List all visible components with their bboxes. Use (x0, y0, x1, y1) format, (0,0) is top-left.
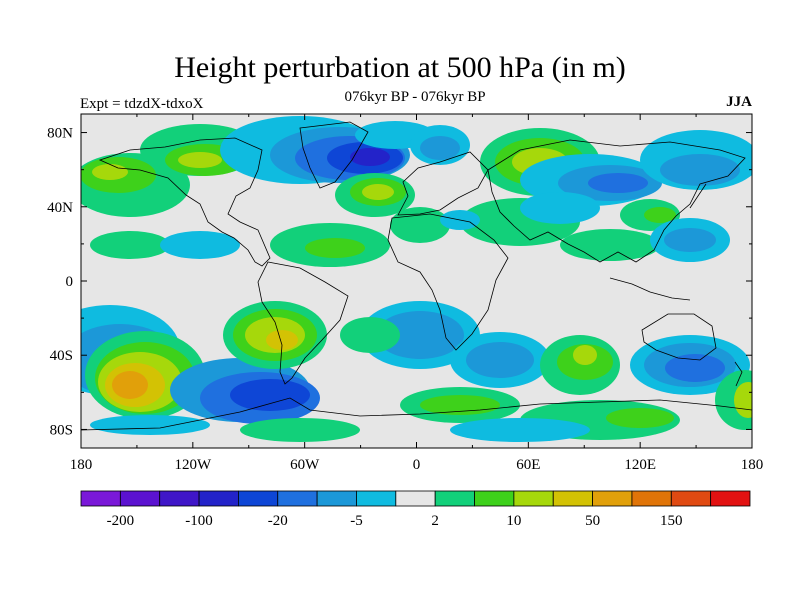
colorbar-swatch (552, 490, 593, 507)
colorbar-swatch (670, 490, 712, 507)
contour-region (420, 395, 500, 415)
coast-indonesia (609, 277, 691, 301)
colorbar-swatch (119, 490, 161, 507)
colorbar-label: -5 (350, 513, 363, 529)
contour-region (665, 354, 725, 382)
colorbar-swatch (631, 490, 672, 507)
colorbar-label: -20 (268, 513, 288, 529)
contour-region (178, 152, 222, 168)
lon-tick-label: 60E (516, 457, 540, 473)
colorbar-swatch (159, 490, 200, 507)
season-label: JJA (726, 94, 752, 110)
coast-europe (397, 151, 489, 216)
contour-region (466, 342, 534, 378)
lat-tick-label: 40S (50, 348, 73, 364)
contour-region (664, 228, 716, 252)
contour-region (644, 207, 676, 223)
colorbar-swatch (474, 490, 515, 507)
colorbar-swatch (198, 490, 239, 507)
colorbar-label: 2 (431, 513, 439, 529)
colorbar (80, 490, 751, 507)
contour-region (450, 418, 590, 442)
colorbar-swatch (356, 490, 397, 507)
contour-region (340, 317, 400, 353)
colorbar-swatch (592, 490, 633, 507)
lat-tick-label: 0 (66, 274, 74, 290)
coast-japan (689, 183, 707, 209)
plot-subtitle: 076kyr BP - 076kyr BP (344, 89, 486, 105)
colorbar-swatch (316, 490, 357, 507)
lon-tick-label: 180 (70, 457, 93, 473)
lat-tick-label: 80S (50, 422, 73, 438)
lon-tick-label: 0 (413, 457, 421, 473)
colorbar-swatch (277, 490, 318, 507)
contour-region (362, 184, 394, 200)
contour-region (573, 345, 597, 365)
colorbar-label: -100 (185, 513, 213, 529)
colorbar-label: -200 (107, 513, 135, 529)
coastlines (81, 121, 752, 431)
coast-south-america (257, 261, 349, 385)
contour-region (390, 207, 450, 243)
coast-new-zealand (734, 361, 743, 387)
colorbar-label: 10 (506, 513, 521, 529)
coast-africa (387, 213, 509, 351)
contour-region (160, 231, 240, 259)
contour-region (112, 371, 148, 399)
colorbar-labels: -200 -100 -20 -5 2 10 50 150 (107, 513, 683, 529)
colorbar-swatch (238, 490, 279, 507)
lon-tick-label: 60W (290, 457, 320, 473)
contour-region (376, 311, 464, 359)
contour-region (606, 408, 674, 428)
height-field (81, 114, 752, 448)
colorbar-swatch (80, 490, 121, 507)
contour-region (240, 418, 360, 442)
coast-greenland (299, 121, 369, 189)
experiment-label: Expt = tdzdX-tdxoX (80, 96, 204, 112)
contour-region (230, 379, 310, 411)
contour-region (90, 415, 210, 435)
contour-region (660, 154, 740, 186)
contour-region (350, 148, 390, 166)
plot-title: Height perturbation at 500 hPa (in m) (174, 51, 626, 84)
colorbar-label: 50 (585, 513, 600, 529)
colorbar-swatch (710, 490, 751, 507)
lon-tick-label: 120E (624, 457, 656, 473)
coast-australia (641, 313, 717, 361)
contour-region (266, 330, 298, 350)
contour-region (734, 382, 752, 418)
lon-tick-label: 120W (174, 457, 212, 473)
lon-tick-label: 180 (741, 457, 764, 473)
lat-tick-label: 40N (47, 200, 73, 216)
colorbar-swatch (513, 490, 554, 507)
contour-region (305, 238, 365, 258)
colorbar-swatch (434, 490, 475, 507)
longitude-axis: 180 120W 60W 0 60E 120E 180 (70, 114, 764, 473)
coast-asia (487, 139, 746, 263)
coast-north-america (98, 137, 271, 267)
contour-region (92, 164, 128, 180)
contour-region (588, 173, 648, 193)
colorbar-label: 150 (660, 513, 683, 529)
latitude-axis: 80N 40N 0 40S 80S (47, 126, 752, 438)
contour-region (520, 192, 600, 224)
contour-region (420, 136, 460, 160)
lat-tick-label: 80N (47, 126, 73, 142)
contour-region (90, 231, 170, 259)
colorbar-swatch (395, 490, 436, 507)
coast-antarctica (81, 397, 752, 431)
